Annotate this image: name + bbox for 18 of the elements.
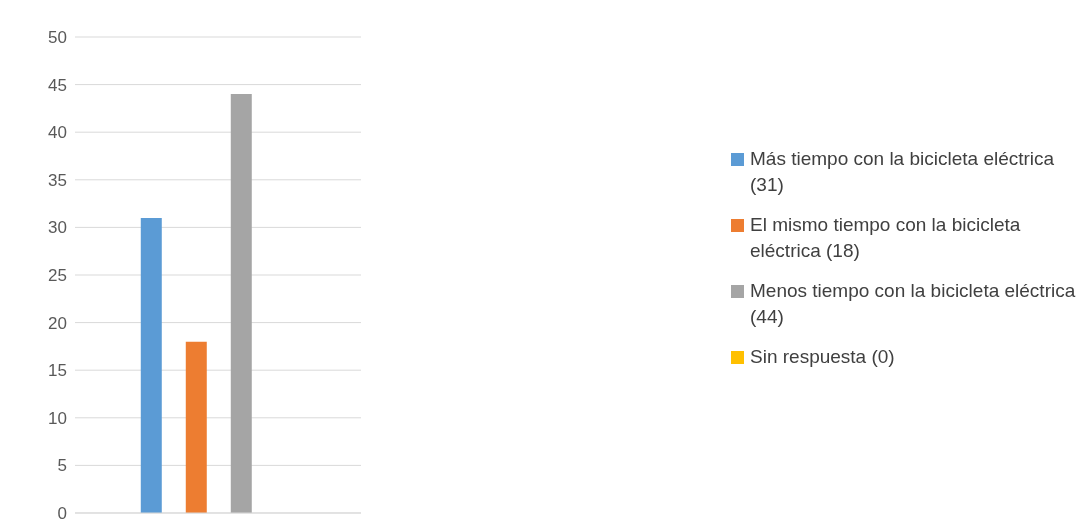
y-tick-label: 30 [48, 218, 67, 238]
legend-label: Sin respuesta (0) [750, 344, 895, 369]
y-tick-label: 50 [48, 28, 67, 48]
bar [185, 341, 207, 513]
y-tick-label: 40 [48, 123, 67, 143]
legend-label: Más tiempo con la bicicleta eléctrica (31) [750, 146, 1056, 197]
y-tick-label: 5 [57, 456, 67, 476]
y-tick-label: 45 [48, 75, 67, 95]
bar [230, 94, 252, 513]
bar [140, 217, 162, 513]
legend-label: El mismo tiempo con la bicicleta eléctrica (18) [750, 212, 1022, 263]
y-tick-label: 20 [48, 313, 67, 333]
y-tick-label: 25 [48, 266, 67, 286]
legend-label: Menos tiempo con la bicicleta eléctrica (44) [750, 278, 1077, 329]
y-tick-label: 0 [57, 504, 67, 524]
y-tick-label: 15 [48, 361, 67, 381]
y-tick-label: 10 [48, 408, 67, 428]
y-tick-label: 35 [48, 170, 67, 190]
